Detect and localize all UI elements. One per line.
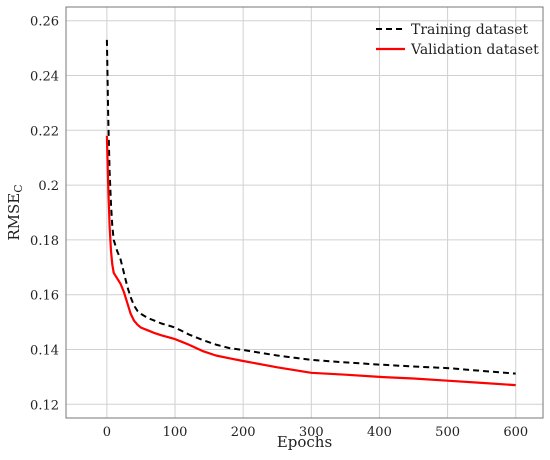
series-line-training [105, 39, 516, 375]
y-tick-label: 0.12 [30, 398, 59, 413]
x-tick-label: 300 [299, 425, 324, 440]
legend: Training dataset Validation dataset [376, 22, 539, 58]
plot-frame [65, 6, 544, 419]
series-lines [105, 39, 516, 387]
y-tick-label: 0.26 [30, 15, 59, 30]
legend-label: Validation dataset [410, 42, 539, 58]
series-line-validation [105, 135, 516, 387]
x-tick-label: 500 [435, 425, 460, 440]
y-tick-label: 0.18 [30, 234, 59, 249]
y-axis-title: RMSEC [5, 184, 25, 240]
x-tick-label: 100 [163, 425, 188, 440]
x-axis-title: Epochs [277, 433, 332, 451]
y-tick-label: 0.2 [38, 179, 59, 194]
y-tick-label: 0.16 [30, 289, 59, 304]
y-tick-label: 0.24 [30, 70, 59, 85]
x-tick-label: 400 [367, 425, 392, 440]
x-tick-label: 200 [231, 425, 256, 440]
legend-label: Training dataset [411, 22, 529, 38]
y-tick-label: 0.22 [30, 124, 59, 139]
axis-ticks: 0 100 200 300 400 500 600 0.12 0.14 0.16 0.18 0.2 0.… [30, 15, 528, 440]
gridlines [66, 7, 543, 418]
x-tick-label: 0 [103, 425, 111, 440]
x-tick-label: 600 [503, 425, 528, 440]
y-tick-label: 0.14 [30, 344, 59, 359]
